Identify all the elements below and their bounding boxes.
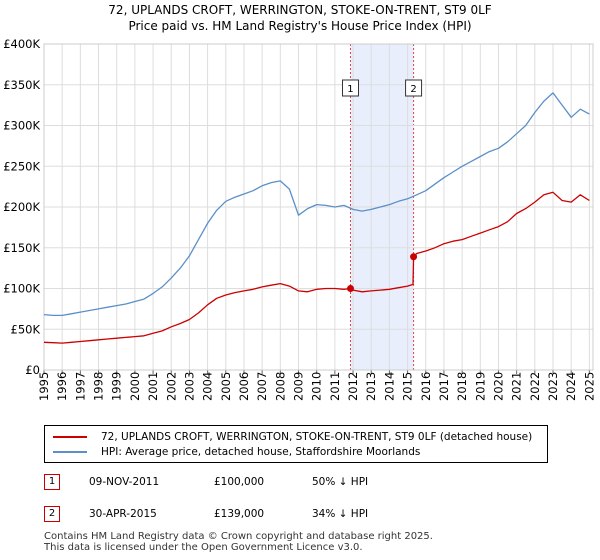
- y-tick-label: £250K: [3, 159, 40, 173]
- legend-item-property: 72, UPLANDS CROFT, WERRINGTON, STOKE-ON-…: [53, 430, 532, 444]
- x-tick-label: 1996: [55, 372, 69, 401]
- hpi-line: [43, 92, 590, 317]
- sale-marker-box: [341, 79, 359, 97]
- y-tick-label: £350K: [3, 78, 40, 92]
- sale-hpi-diff: 50% ↓ HPI: [312, 476, 369, 488]
- x-tick-label: 2008: [273, 372, 287, 401]
- x-tick-label: 2019: [473, 372, 487, 401]
- x-tick-label: 2025: [582, 372, 596, 401]
- x-tick-label: 2003: [182, 372, 196, 401]
- legend-item-hpi: HPI: Average price, detached house, Staf…: [53, 445, 420, 459]
- sale-date: 30-APR-2015: [89, 508, 157, 520]
- chart-subtitle: Price paid vs. HM Land Registry's House …: [128, 19, 472, 33]
- sale-point: [410, 253, 418, 261]
- sale-marker-box: [405, 79, 423, 97]
- x-tick-label: 2009: [292, 372, 306, 401]
- y-tick-label: £100K: [3, 282, 40, 296]
- x-tick-label: 2023: [546, 372, 560, 401]
- plot-border: [43, 43, 594, 371]
- sale-marker-label: 2: [410, 84, 416, 95]
- sale-price: £139,000: [214, 508, 265, 520]
- x-tick-label: 2017: [437, 372, 451, 401]
- x-tick-label: 2002: [164, 372, 178, 401]
- x-tick-label: 1999: [110, 372, 124, 401]
- x-tick-label: 2022: [528, 372, 542, 401]
- x-tick-label: 2014: [382, 372, 396, 401]
- x-tick-label: 2006: [237, 372, 251, 401]
- x-tick-label: 2015: [401, 372, 415, 401]
- sale-date: 09-NOV-2011: [89, 476, 160, 488]
- x-tick-label: 2005: [219, 372, 233, 401]
- y-tick-label: £400K: [3, 37, 40, 51]
- legend: 72, UPLANDS CROFT, WERRINGTON, STOKE-ON-…: [44, 425, 548, 463]
- legend-label-hpi: HPI: Average price, detached house, Staf…: [101, 446, 421, 458]
- footer-licence: This data is licensed under the Open Gov…: [44, 542, 363, 553]
- y-tick-label: £0: [25, 363, 40, 377]
- x-tick-label: 2011: [328, 372, 342, 401]
- x-tick-label: 2016: [419, 372, 433, 401]
- footer-copyright: Contains HM Land Registry data © Crown c…: [44, 531, 433, 542]
- x-tick-label: 2013: [364, 372, 378, 401]
- y-tick-label: £300K: [3, 119, 40, 133]
- sale-badge: 1: [44, 474, 60, 490]
- price-chart: £0 £50K £100K £150K £200K £250K £300K £350K £400…: [3, 37, 596, 401]
- x-tick-label: 2000: [128, 372, 142, 401]
- sale-row: 2 30-APR-2015 £139,000 34% ↓ HPI: [44, 506, 564, 526]
- sale-badge: 2: [44, 506, 60, 522]
- sale-marker-label: 1: [347, 84, 353, 95]
- x-tick-label: 2012: [346, 372, 360, 401]
- x-tick-label: 2004: [201, 372, 215, 401]
- x-tick-label: 2020: [491, 372, 505, 401]
- property-price-line: [43, 191, 590, 344]
- y-tick-label: £150K: [3, 241, 40, 255]
- legend-label-property: 72, UPLANDS CROFT, WERRINGTON, STOKE-ON-…: [101, 431, 533, 443]
- x-tick-label: 1995: [37, 372, 51, 401]
- y-tick-label: £200K: [3, 200, 40, 214]
- sale-price: £100,000: [214, 476, 265, 488]
- x-tick-label: 2021: [510, 372, 524, 401]
- sale-hpi-diff: 34% ↓ HPI: [312, 508, 369, 520]
- x-tick-label: 2010: [310, 372, 324, 401]
- y-tick-label: £50K: [11, 322, 41, 336]
- x-tick-label: 2001: [146, 372, 160, 401]
- x-tick-label: 2018: [455, 372, 469, 401]
- sale-row: 1 09-NOV-2011 £100,000 50% ↓ HPI: [44, 474, 564, 494]
- x-tick-label: 2007: [255, 372, 269, 401]
- chart-title: 72, UPLANDS CROFT, WERRINGTON, STOKE-ON-…: [108, 3, 492, 17]
- x-tick-label: 1998: [92, 372, 106, 401]
- legend-swatch-hpi: [53, 451, 87, 453]
- legend-swatch-property: [53, 436, 87, 438]
- sale-point: [346, 285, 354, 292]
- x-tick-label: 1997: [73, 372, 87, 401]
- x-tick-label: 2024: [564, 372, 578, 401]
